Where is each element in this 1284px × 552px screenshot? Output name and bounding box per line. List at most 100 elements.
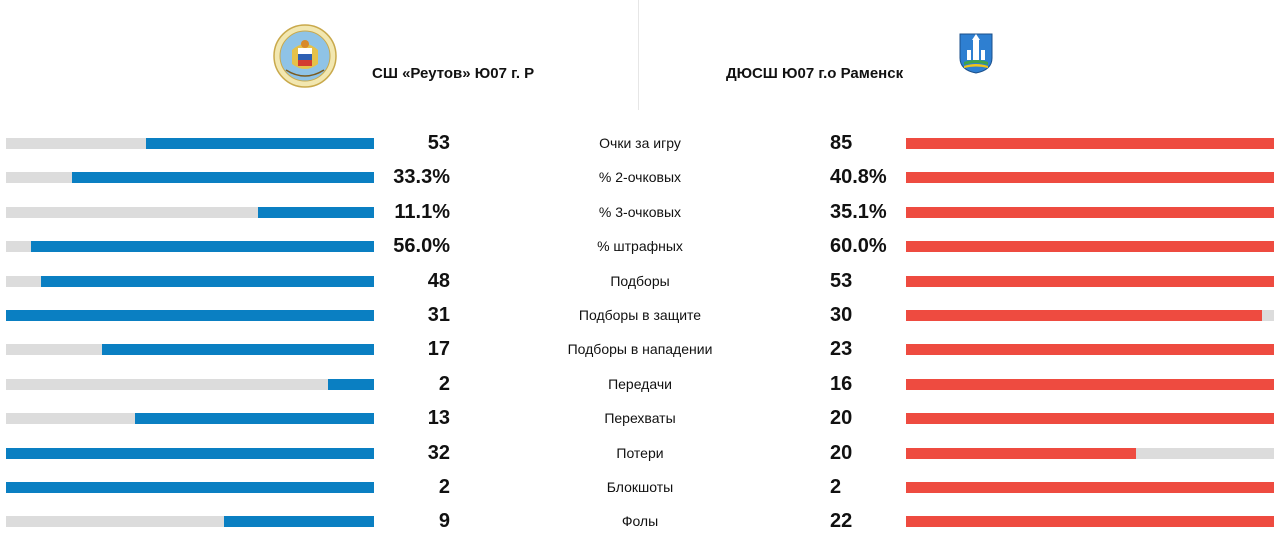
- home-team-name[interactable]: СШ «Реутов» Ю07 г. Р: [372, 65, 535, 82]
- match-header: СШ «Реутов» Ю07 г. Р ДЮСШ Ю07 г.о Раменс…: [0, 0, 1284, 110]
- home-stat-bar-fill: [223, 516, 374, 528]
- stat-row: 53 Очки за игру 85: [0, 126, 1284, 160]
- home-stat-value: 13: [427, 407, 450, 430]
- stat-row: 32 Потери 20: [0, 436, 1284, 470]
- home-stat-bar-fill: [134, 413, 374, 425]
- stat-label: Потери: [616, 444, 664, 461]
- stat-row: 33.3% % 2-очковых 40.8%: [0, 160, 1284, 194]
- away-stat-bar-fill: [906, 344, 1274, 356]
- home-stat-value: 2: [438, 475, 450, 498]
- away-stat-value: 2: [830, 475, 842, 498]
- away-stat-value: 85: [830, 132, 853, 154]
- home-stat-bar: [6, 206, 374, 218]
- home-stat-value: 33.3%: [393, 166, 450, 189]
- stat-row: 17 Подборы в нападении 23: [0, 332, 1284, 366]
- away-stat-bar-fill: [906, 378, 1274, 390]
- home-stat-bar-fill: [145, 138, 374, 149]
- away-stat-value: 35.1%: [830, 200, 887, 223]
- stat-row: 31 Подборы в защите 30: [0, 298, 1284, 332]
- away-stat-value: 30: [830, 303, 853, 326]
- stat-label: Фолы: [621, 513, 659, 530]
- away-stat-bar-fill: [906, 413, 1274, 425]
- home-stat-bar: [6, 413, 374, 425]
- away-stat-bar-fill: [906, 275, 1274, 287]
- home-stat-bar-fill: [72, 172, 374, 184]
- away-stat-value: 22: [830, 510, 853, 533]
- away-stat-bar: [906, 378, 1274, 390]
- home-stat-value: 53: [427, 132, 450, 154]
- home-stat-value: 32: [427, 441, 450, 464]
- home-stat-value: 48: [427, 269, 450, 292]
- stat-label: Перехваты: [604, 410, 676, 427]
- home-stat-bar: [6, 447, 374, 459]
- stat-row: 2 Блокшоты 2: [0, 470, 1284, 504]
- away-stat-bar-fill: [906, 447, 1136, 459]
- home-stat-bar: [6, 172, 374, 184]
- away-stat-bar-fill: [906, 172, 1274, 184]
- home-stat-value: 31: [427, 303, 450, 326]
- home-stat-bar-fill: [328, 378, 374, 390]
- away-stat-value: 23: [830, 338, 853, 361]
- away-stat-bar-fill: [906, 309, 1263, 321]
- stat-label: Подборы в защите: [578, 306, 702, 323]
- away-team-name[interactable]: ДЮСШ Ю07 г.о Раменск: [726, 65, 904, 82]
- home-stat-bar-fill: [30, 241, 374, 253]
- away-stat-bar: [906, 172, 1274, 184]
- home-stat-value: 11.1%: [394, 200, 450, 223]
- home-stat-bar-fill: [258, 206, 374, 218]
- away-stat-value: 60.0%: [830, 235, 887, 258]
- away-stat-bar: [906, 275, 1274, 287]
- home-stat-bar-fill: [6, 309, 374, 321]
- away-stat-bar-fill: [906, 241, 1274, 253]
- home-stat-bar: [6, 309, 374, 321]
- home-stat-bar: [6, 241, 374, 253]
- stat-row: 9 Фолы 22: [0, 504, 1284, 538]
- home-stat-bar: [6, 378, 374, 390]
- home-stat-value: 9: [438, 510, 450, 533]
- home-stat-bar-fill: [40, 275, 374, 287]
- away-stat-bar: [906, 516, 1274, 528]
- home-stat-bar: [6, 138, 374, 149]
- stat-label: Подборы в нападении: [567, 341, 713, 358]
- away-stat-bar: [906, 481, 1274, 493]
- home-stat-bar: [6, 275, 374, 287]
- stat-label: % штрафных: [597, 238, 683, 255]
- away-stat-bar-fill: [906, 481, 1274, 493]
- home-stat-bar-fill: [6, 481, 374, 493]
- stat-label: Очки за игру: [599, 135, 681, 151]
- home-stat-bar-fill: [6, 447, 374, 459]
- away-stat-bar: [906, 206, 1274, 218]
- away-stat-value: 20: [830, 407, 853, 430]
- stats-comparison: 53 Очки за игру 85 33.3% % 2-очковых 40.8% 11.…: [0, 126, 1284, 539]
- header-divider: [638, 0, 639, 110]
- away-stat-bar: [906, 344, 1274, 356]
- ramenskoye-coat-of-arms-icon: [959, 33, 993, 74]
- reutov-school-emblem-icon: [273, 24, 337, 88]
- away-stat-bar: [906, 413, 1274, 425]
- away-stat-bar-fill: [906, 516, 1274, 528]
- away-stat-bar: [906, 138, 1274, 149]
- away-stat-value: 20: [830, 441, 853, 464]
- away-stat-bar-fill: [906, 206, 1274, 218]
- home-stat-value: 56.0%: [393, 235, 450, 258]
- away-stat-bar-fill: [906, 138, 1274, 149]
- stat-label: % 2-очковых: [598, 169, 682, 186]
- home-stat-bar: [6, 481, 374, 493]
- home-stat-bar: [6, 344, 374, 356]
- away-stat-bar: [906, 241, 1274, 253]
- stat-label: % 3-очковых: [598, 203, 682, 220]
- stat-row: 11.1% % 3-очковых 35.1%: [0, 195, 1284, 229]
- stat-row: 56.0% % штрафных 60.0%: [0, 229, 1284, 263]
- away-stat-value: 40.8%: [830, 166, 887, 189]
- stat-row: 13 Перехваты 20: [0, 401, 1284, 435]
- away-stat-bar: [906, 309, 1274, 321]
- home-stat-value: 17: [427, 338, 450, 361]
- away-stat-bar: [906, 447, 1274, 459]
- away-stat-value: 53: [830, 269, 853, 292]
- stat-label: Передачи: [608, 375, 672, 392]
- home-stat-bar: [6, 516, 374, 528]
- stat-row: 48 Подборы 53: [0, 264, 1284, 298]
- stat-label: Блокшоты: [606, 478, 674, 495]
- home-stat-value: 2: [438, 372, 450, 395]
- stat-row: 2 Передачи 16: [0, 367, 1284, 401]
